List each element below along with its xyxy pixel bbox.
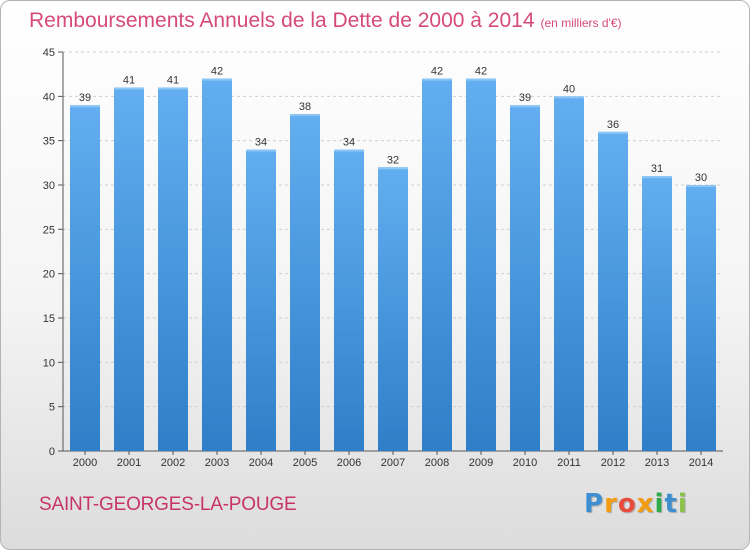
data-label-2012: 36 [607, 119, 619, 131]
x-tick-label-2004: 2004 [249, 457, 273, 469]
data-label-2001: 41 [123, 74, 135, 86]
bar-top-highlight [334, 149, 364, 152]
y-axis: 0 5 10 15 20 25 30 35 40 45 [43, 47, 723, 458]
y-tick-label: 20 [43, 269, 55, 281]
bars [70, 78, 716, 452]
data-label-2000: 39 [79, 92, 91, 104]
bar-top-highlight [246, 149, 276, 152]
data-label-2007: 32 [387, 154, 399, 166]
x-tick-label-2002: 2002 [161, 457, 185, 469]
chart-title-text: Remboursements Annuels de la Dette de 20… [29, 9, 535, 32]
bar-2014 [686, 185, 716, 451]
chart-title: Remboursements Annuels de la Dette de 20… [29, 9, 622, 33]
bar-2009 [466, 78, 496, 451]
y-tick-label: 25 [43, 224, 55, 236]
data-label-2009: 42 [475, 66, 487, 78]
bar-top-highlight [466, 78, 496, 81]
bar-top-highlight [70, 105, 100, 108]
bar-2008 [422, 78, 452, 451]
bar-top-highlight [158, 87, 188, 90]
logo-letter: P [584, 489, 605, 519]
x-tick-label-2014: 2014 [689, 457, 713, 469]
data-label-2002: 41 [167, 74, 179, 86]
logo-letter: t [664, 489, 678, 519]
y-tick-label: 0 [49, 446, 55, 458]
y-tick-label: 30 [43, 180, 55, 192]
bar-top-highlight [598, 131, 628, 134]
bar-top-highlight [642, 176, 672, 179]
city-name: SAINT-GEORGES-LA-POUGE [39, 494, 297, 515]
data-label-2010: 39 [519, 92, 531, 104]
x-tick-label-2013: 2013 [645, 457, 669, 469]
y-tick-label: 35 [43, 136, 55, 148]
bar-2001 [114, 87, 144, 451]
x-tick-label-2011: 2011 [557, 457, 581, 469]
x-tick-label-2000: 2000 [73, 457, 97, 469]
data-label-2011: 40 [563, 83, 575, 95]
chart-subtitle: (en milliers d'€) [540, 16, 622, 30]
x-tick-label-2006: 2006 [337, 457, 361, 469]
y-tick-label: 45 [43, 47, 55, 59]
bar-2005 [290, 114, 320, 452]
data-labels: 39 41 41 42 34 38 34 32 42 42 39 40 36 31 30 [79, 66, 707, 184]
bar-2013 [642, 176, 672, 451]
data-label-2003: 42 [211, 66, 223, 78]
y-tick-label: 40 [43, 91, 55, 103]
bar-top-highlight [510, 105, 540, 108]
logo-letter: x [636, 489, 655, 519]
y-tick-label: 15 [43, 313, 55, 325]
x-tick-label-2008: 2008 [425, 457, 449, 469]
x-tick-label-2009: 2009 [469, 457, 493, 469]
data-label-2013: 31 [651, 163, 663, 175]
bar-2006 [334, 149, 364, 452]
x-tick-label-2005: 2005 [293, 457, 317, 469]
x-tick-label-2010: 2010 [513, 457, 537, 469]
bar-top-highlight [290, 114, 320, 117]
bar-top-highlight [686, 185, 716, 187]
bar-2002 [158, 87, 188, 451]
logo-letter: i [677, 489, 688, 519]
x-tick-label-2001: 2001 [117, 457, 141, 469]
y-tick-label: 5 [49, 402, 55, 414]
data-label-2004: 34 [255, 137, 267, 149]
bar-2004 [246, 149, 276, 452]
x-axis-ticks: 2000 2001 2002 2003 2004 2005 2006 2007 2008 2009… [73, 451, 713, 469]
data-label-2008: 42 [431, 66, 443, 78]
bar-2007 [378, 167, 408, 451]
data-label-2006: 34 [343, 137, 355, 149]
bar-2000 [70, 105, 100, 451]
x-tick-label-2012: 2012 [601, 457, 625, 469]
bar-2012 [598, 131, 628, 452]
x-tick-label-2007: 2007 [381, 457, 405, 469]
bar-top-highlight [554, 96, 584, 99]
bar-2010 [510, 105, 540, 451]
bar-2003 [202, 78, 232, 451]
bar-top-highlight [378, 167, 408, 170]
bar-top-highlight [422, 78, 452, 81]
logo-letter: r [604, 489, 618, 519]
logo-letter: i [654, 489, 665, 519]
proxiti-logo: Proxiti [584, 489, 688, 519]
x-tick-label-2003: 2003 [205, 457, 229, 469]
bar-top-highlight [202, 78, 232, 81]
logo-letter: o [617, 489, 637, 519]
y-tick-label: 10 [43, 357, 55, 369]
data-label-2014: 30 [695, 172, 707, 184]
bar-2011 [554, 96, 584, 451]
data-label-2005: 38 [299, 101, 311, 113]
bar-top-highlight [114, 87, 144, 90]
